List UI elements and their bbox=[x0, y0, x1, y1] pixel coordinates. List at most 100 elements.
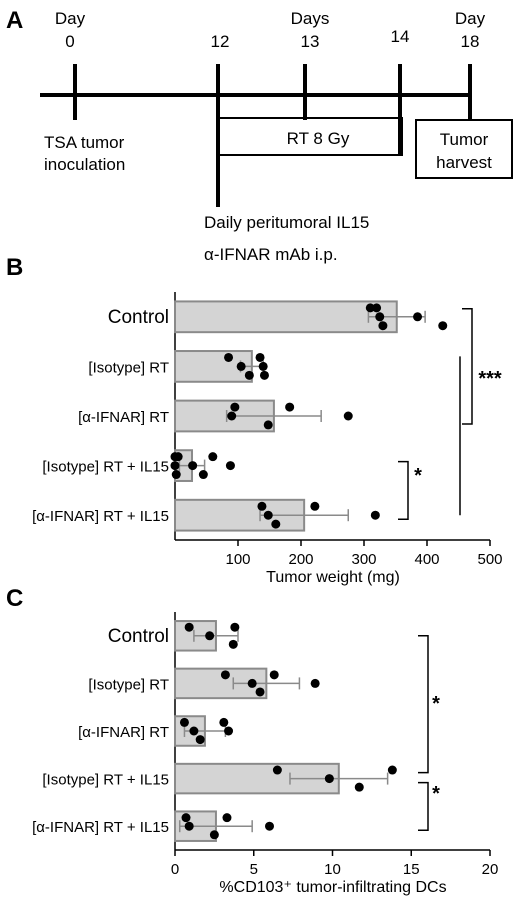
panel-b: B Tumor weight (mg) *** * 100 200 300 400 50… bbox=[6, 254, 503, 586]
c-data-point bbox=[184, 622, 194, 632]
b-data-point bbox=[230, 402, 240, 412]
c-data-point bbox=[179, 717, 189, 727]
b-x-tick-label: 500 bbox=[477, 551, 502, 568]
c-data-point bbox=[219, 717, 229, 727]
b-data-point bbox=[438, 321, 448, 331]
b-sig-label-1: *** bbox=[478, 368, 502, 390]
rt-box bbox=[217, 117, 403, 156]
c-data-point bbox=[220, 670, 230, 680]
c-category-label: [α-IFNAR] RT + IL15 bbox=[32, 819, 169, 836]
harvest-box bbox=[415, 119, 513, 179]
b-data-point bbox=[378, 321, 388, 331]
c-data-point bbox=[247, 678, 257, 688]
b-x-tick-label: 400 bbox=[414, 551, 439, 568]
c-sig-label-1: * bbox=[432, 693, 440, 715]
b-data-point bbox=[372, 303, 382, 313]
b-sig-label-2: * bbox=[414, 465, 422, 487]
panel-a-label: A bbox=[6, 7, 23, 34]
harvest-line2: harvest bbox=[436, 153, 492, 172]
c-data-point bbox=[189, 726, 199, 736]
panel-b-label: B bbox=[6, 254, 23, 281]
inoculation-line2: inoculation bbox=[44, 155, 125, 174]
b-data-point bbox=[208, 452, 218, 462]
b-data-point bbox=[227, 411, 237, 421]
rt-label: RT 8 Gy bbox=[287, 129, 350, 148]
c-data-point bbox=[184, 821, 194, 831]
b-x-tick-label: 100 bbox=[225, 551, 250, 568]
b-data-point bbox=[170, 461, 180, 471]
c-data-point bbox=[324, 774, 334, 784]
c-data-point bbox=[265, 821, 274, 831]
days-label: Days bbox=[291, 9, 330, 28]
day0-top-label: Day bbox=[55, 9, 86, 28]
c-data-point bbox=[354, 782, 364, 792]
b-data-point bbox=[343, 411, 353, 421]
day18-num-label: 18 bbox=[461, 32, 480, 51]
c-sig-label-2: * bbox=[432, 783, 440, 805]
b-category-label: [Isotype] RT + IL15 bbox=[42, 459, 169, 476]
b-category-label: [Isotype] RT bbox=[88, 359, 169, 376]
b-data-point bbox=[413, 312, 423, 322]
b-x-tick-label: 300 bbox=[351, 551, 376, 568]
b-data-point bbox=[244, 370, 254, 380]
c-sig-bracket-1 bbox=[418, 635, 429, 774]
day14-num-label: 14 bbox=[391, 27, 410, 46]
c-category-label: Control bbox=[108, 626, 169, 647]
c-x-axis-label: %CD103⁺ tumor-infiltrating DCs bbox=[219, 879, 446, 896]
b-x-axis-label: Tumor weight (mg) bbox=[266, 569, 400, 586]
b-data-point bbox=[370, 510, 380, 520]
panel-c: C %CD103⁺ tumor-infiltrating DCs * * 0 5 1… bbox=[6, 585, 498, 896]
c-data-point bbox=[205, 631, 215, 641]
b-data-point bbox=[365, 303, 375, 313]
b-sig-bracket-1 bbox=[462, 308, 473, 425]
b-data-point bbox=[171, 470, 181, 480]
c-data-point bbox=[222, 813, 232, 823]
c-data-point bbox=[224, 726, 234, 736]
day13-num-label: 13 bbox=[301, 32, 320, 51]
b-data-point bbox=[263, 420, 273, 430]
c-category-label: [Isotype] RT + IL15 bbox=[42, 772, 169, 789]
c-data-point bbox=[310, 678, 320, 688]
c-data-point bbox=[255, 687, 265, 697]
b-data-point bbox=[255, 352, 265, 362]
day18-top-label: Day bbox=[455, 9, 486, 28]
b-data-point bbox=[257, 501, 267, 511]
c-data-point bbox=[209, 830, 219, 840]
b-data-point bbox=[263, 510, 273, 520]
b-data-point bbox=[271, 519, 281, 529]
b-category-label: [α-IFNAR] RT bbox=[78, 409, 169, 426]
c-data-point bbox=[228, 639, 238, 649]
c-x-tick-label: 15 bbox=[403, 861, 420, 878]
b-data-point bbox=[225, 461, 235, 471]
b-data-point bbox=[198, 470, 208, 480]
b-data-point bbox=[188, 461, 198, 471]
c-data-point bbox=[230, 622, 240, 632]
b-category-label: [α-IFNAR] RT + IL15 bbox=[32, 508, 169, 525]
b-category-label: Control bbox=[108, 307, 169, 328]
c-x-tick-label: 5 bbox=[250, 861, 258, 878]
b-data-point bbox=[259, 370, 269, 380]
c-x-tick-label: 10 bbox=[324, 861, 341, 878]
panel-a: A Day 0 12 Days 13 14 Day 18 TSA tumor i… bbox=[6, 7, 513, 264]
day12-num-label: 12 bbox=[211, 32, 230, 51]
b-bar bbox=[174, 300, 398, 334]
c-x-tick-label: 20 bbox=[482, 861, 499, 878]
il15-label: Daily peritumoral IL15 bbox=[204, 213, 369, 232]
c-data-point bbox=[181, 813, 191, 823]
b-x-tick-label: 200 bbox=[288, 551, 313, 568]
c-data-point bbox=[195, 735, 205, 745]
harvest-line1: Tumor bbox=[440, 130, 489, 149]
b-data-point bbox=[173, 452, 183, 462]
b-sig-bracket-2 bbox=[398, 460, 409, 520]
c-data-point bbox=[387, 765, 397, 775]
day0-num-label: 0 bbox=[65, 32, 74, 51]
b-data-point bbox=[236, 361, 246, 371]
panel-c-label: C bbox=[6, 585, 23, 612]
b-data-point bbox=[285, 402, 295, 412]
inoculation-line1: TSA tumor bbox=[44, 133, 125, 152]
c-data-point bbox=[269, 670, 279, 680]
b-data-point bbox=[310, 501, 320, 511]
c-category-label: [α-IFNAR] RT bbox=[78, 724, 169, 741]
ifnar-label: α-IFNAR mAb i.p. bbox=[204, 245, 338, 264]
